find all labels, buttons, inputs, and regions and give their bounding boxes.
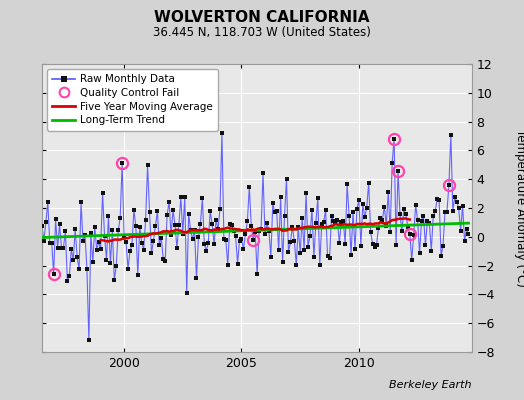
Text: 36.445 N, 118.703 W (United States): 36.445 N, 118.703 W (United States) xyxy=(153,26,371,39)
Text: WOLVERTON CALIFORNIA: WOLVERTON CALIFORNIA xyxy=(154,10,370,25)
Y-axis label: Temperature Anomaly (°C): Temperature Anomaly (°C) xyxy=(515,129,524,287)
Legend: Raw Monthly Data, Quality Control Fail, Five Year Moving Average, Long-Term Tren: Raw Monthly Data, Quality Control Fail, … xyxy=(47,69,219,130)
Text: Berkeley Earth: Berkeley Earth xyxy=(389,380,472,390)
